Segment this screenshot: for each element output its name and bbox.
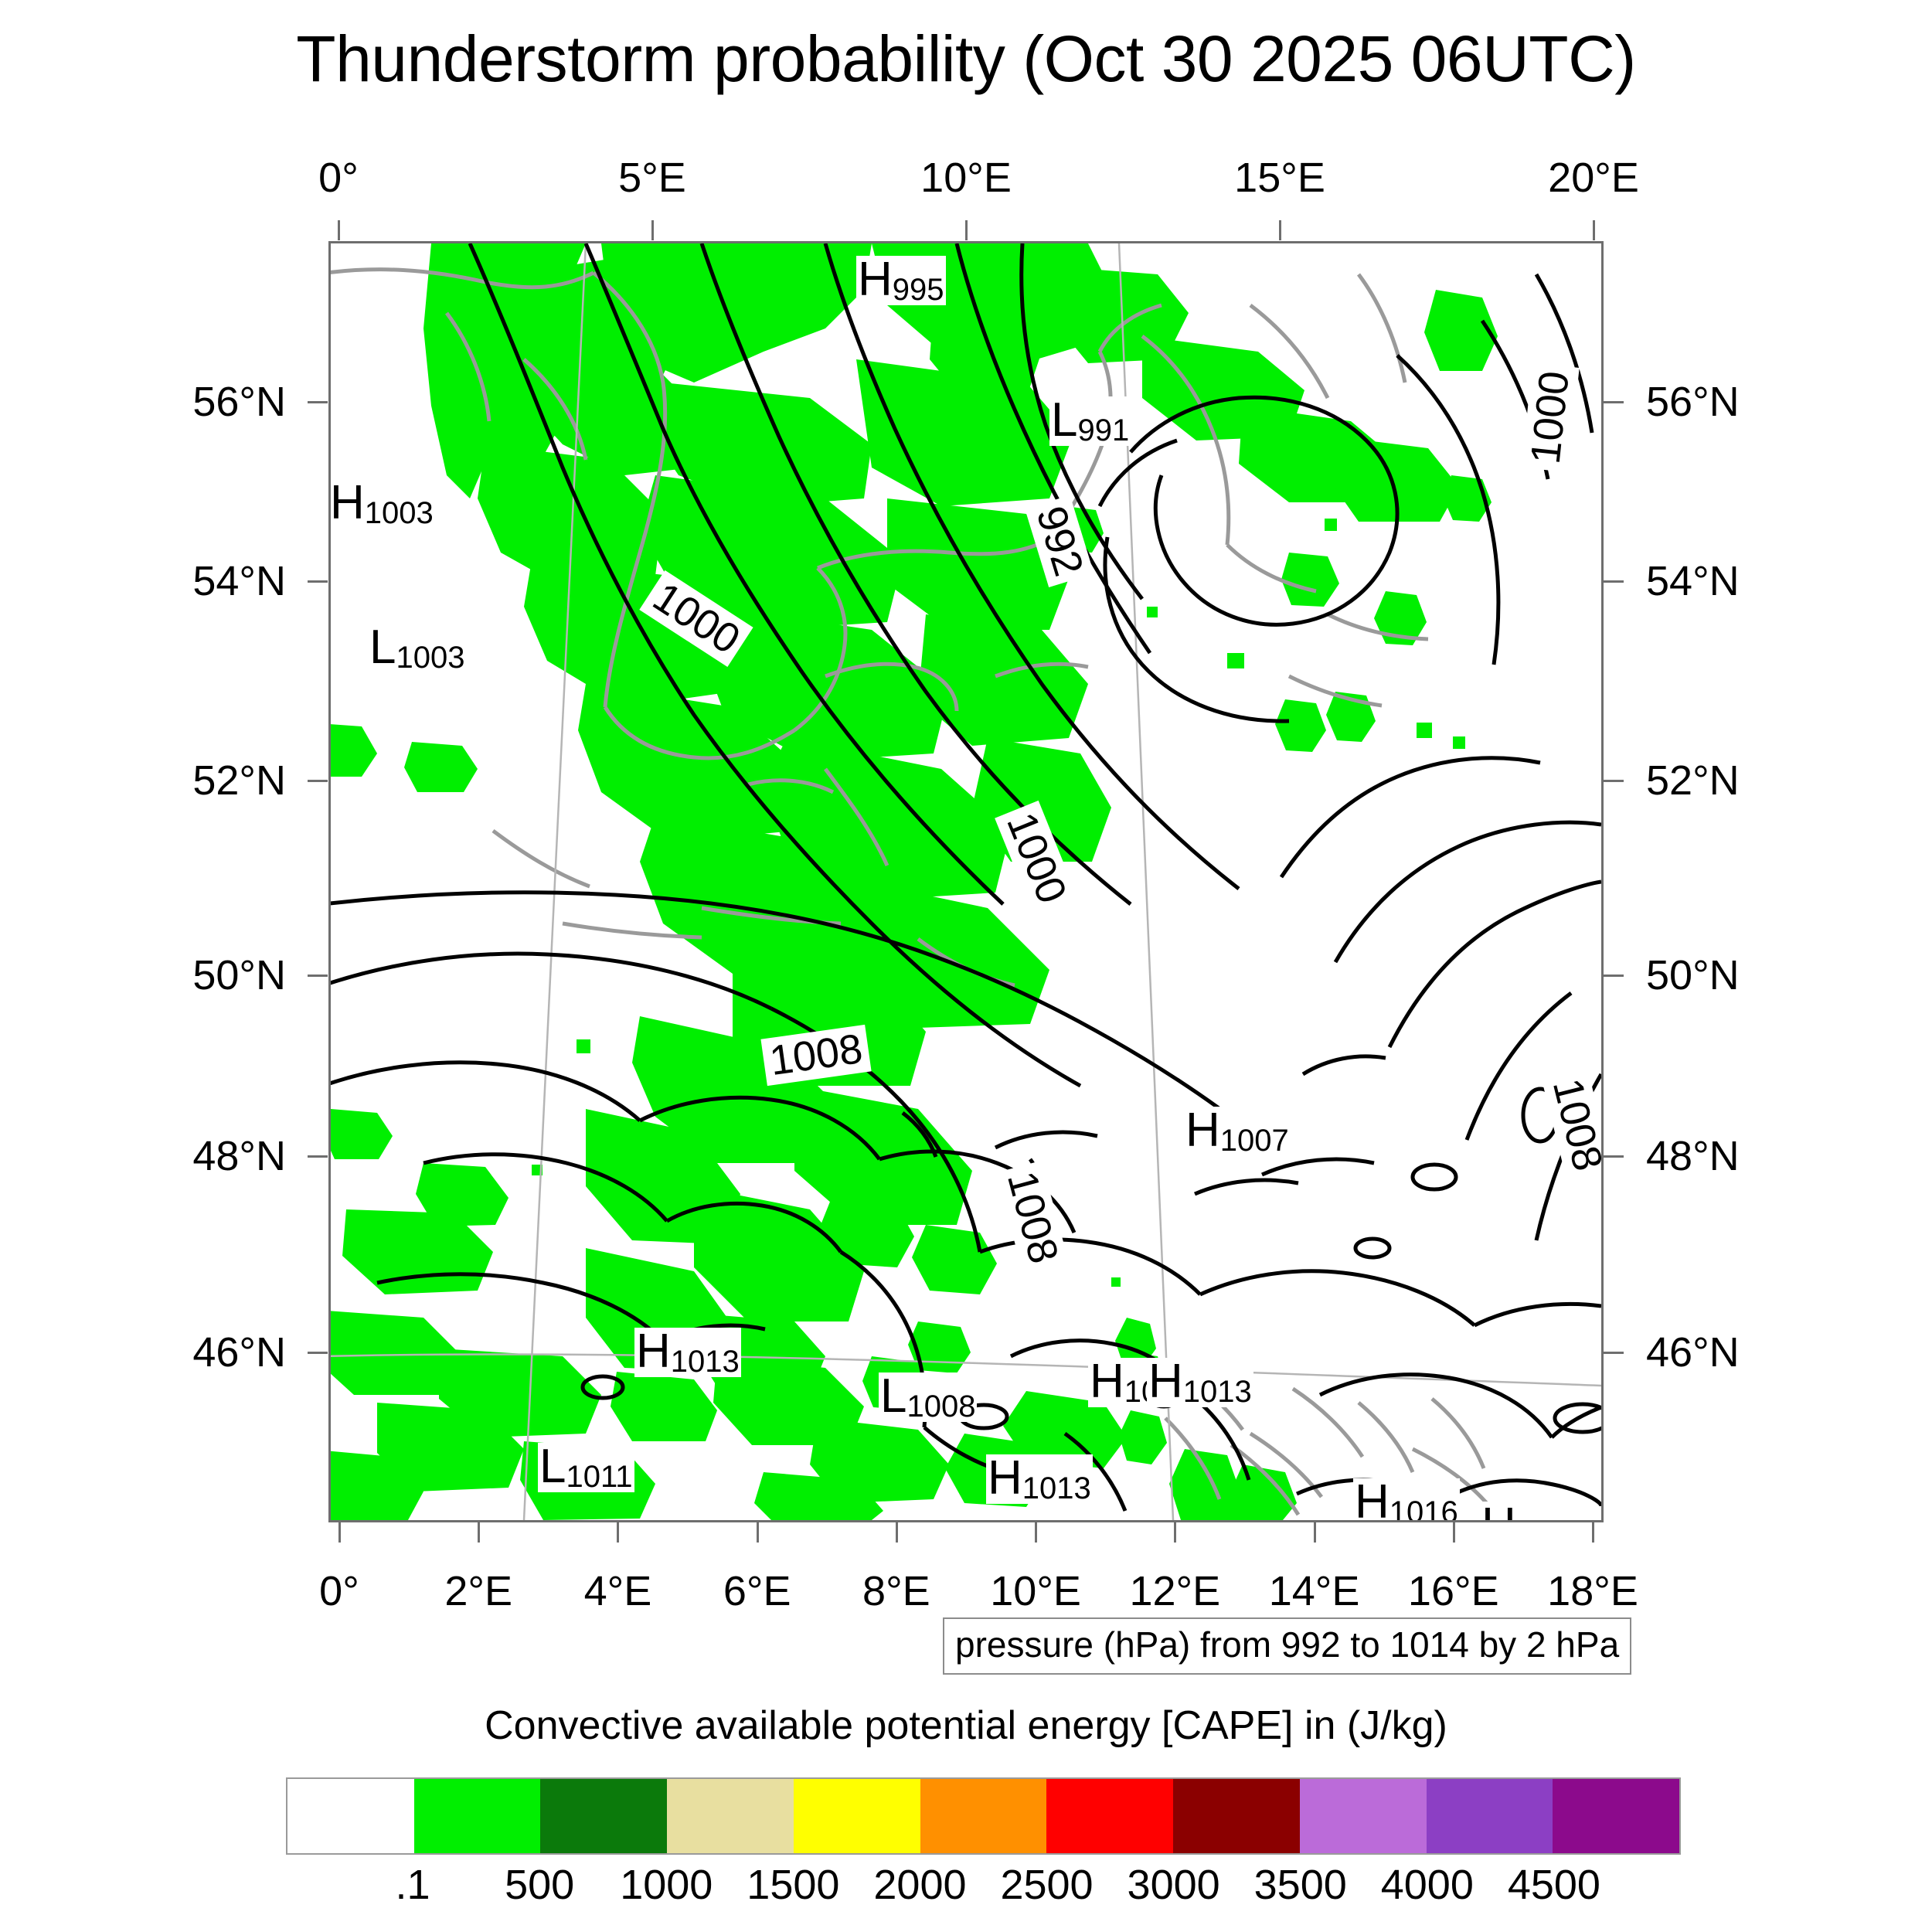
colorbar-cell[interactable] (287, 1779, 414, 1853)
axis-label-bottom: 12°E (1129, 1568, 1221, 1614)
axis-tick-left (308, 580, 328, 583)
axis-label-bottom: 0° (319, 1568, 359, 1614)
axis-tick-bottom (1174, 1522, 1177, 1543)
colorbar-tick-label: 500 (505, 1862, 575, 1908)
axis-tick-right (1604, 580, 1624, 583)
axis-tick-top (1593, 220, 1595, 240)
pressure-center-label: H1013 (986, 1451, 1093, 1505)
colorbar-cell[interactable] (920, 1779, 1047, 1853)
axis-label-left: 52°N (192, 757, 286, 804)
axis-tick-left (308, 1352, 328, 1354)
colorbar-tick-label: .1 (395, 1862, 430, 1908)
axis-label-bottom: 16°E (1407, 1568, 1499, 1614)
axis-label-right: 48°N (1646, 1133, 1740, 1179)
colorbar-caption: Convective available potential energy [C… (485, 1703, 1447, 1748)
cape-shading (331, 243, 1498, 1520)
axis-tick-right (1604, 401, 1624, 403)
page-title: Thunderstorm probability (Oct 30 2025 06… (296, 22, 1636, 95)
colorbar-cell[interactable] (413, 1779, 541, 1853)
pressure-center-label: H1003 (331, 479, 435, 529)
colorbar-cell[interactable] (1173, 1779, 1300, 1853)
axis-label-bottom: 14°E (1268, 1568, 1360, 1614)
axis-label-left: 46°N (192, 1329, 286, 1376)
pressure-legend-box: pressure (hPa) from 992 to 1014 by 2 hPa (943, 1617, 1632, 1675)
axis-label-right: 54°N (1646, 558, 1740, 604)
axis-tick-bottom (1035, 1522, 1038, 1543)
axis-tick-left (308, 1155, 328, 1158)
axis-label-bottom: 6°E (723, 1568, 791, 1614)
axis-label-right: 50°N (1646, 952, 1740, 998)
colorbar-cell[interactable] (1299, 1779, 1427, 1853)
axis-tick-top (1279, 220, 1281, 240)
axis-label-left: 56°N (192, 379, 286, 425)
axis-tick-left (308, 780, 328, 782)
axis-tick-top (965, 220, 968, 240)
axis-label-bottom: 4°E (583, 1568, 652, 1614)
colorbar-cell[interactable] (793, 1779, 920, 1853)
axis-tick-left (308, 975, 328, 977)
pressure-center-label: L1003 (368, 621, 467, 675)
pressure-center-label: L1008 (879, 1369, 978, 1423)
axis-label-top: 20°E (1548, 155, 1639, 201)
axis-label-left: 48°N (192, 1133, 286, 1179)
colorbar-cell[interactable] (1553, 1779, 1680, 1853)
axis-tick-right (1604, 1352, 1624, 1354)
axis-tick-bottom (617, 1522, 620, 1543)
axis-label-left: 54°N (192, 558, 286, 604)
colorbar-tick-labels: .1 500 1000 1500 2000 2500 3000 3500 4000 4500 (286, 1861, 1681, 1923)
graticule (331, 243, 1601, 1520)
axis-tick-right (1604, 975, 1624, 977)
colorbar[interactable] (286, 1777, 1681, 1855)
axis-tick-bottom (756, 1522, 759, 1543)
axis-label-left: 50°N (192, 952, 286, 998)
map-graphics (331, 243, 1601, 1520)
axis-tick-left (308, 401, 328, 403)
axis-label-top: 0° (318, 155, 359, 201)
pressure-center-label: H1013 (1147, 1355, 1253, 1409)
colorbar-tick-label: 1000 (620, 1862, 713, 1908)
colorbar-tick-label: 3500 (1253, 1862, 1347, 1908)
map-panel[interactable]: H995 L991 H1003 L1003 H1007 H1013 L1008 … (328, 241, 1604, 1522)
axis-tick-right (1604, 1155, 1624, 1158)
map-canvas: H995 L991 H1003 L1003 H1007 H1013 L1008 … (331, 243, 1601, 1520)
axis-label-right: 56°N (1646, 379, 1740, 425)
axis-tick-top (651, 220, 654, 240)
pressure-center-label: L1011 (538, 1440, 634, 1494)
colorbar-cell[interactable] (1426, 1779, 1553, 1853)
colorbar-tick-label: 2000 (873, 1862, 967, 1908)
axis-label-top: 5°E (618, 155, 686, 201)
pressure-center-label: H1013 (634, 1325, 741, 1379)
axis-tick-bottom (895, 1522, 898, 1543)
colorbar-cell[interactable] (540, 1779, 668, 1853)
axis-tick-bottom (478, 1522, 481, 1543)
axis-tick-bottom (1592, 1522, 1594, 1543)
colorbar-cell[interactable] (667, 1779, 794, 1853)
axis-tick-bottom (338, 1522, 341, 1543)
colorbar-cell[interactable] (1046, 1779, 1174, 1853)
colorbar-tick-label: 1500 (747, 1862, 840, 1908)
pressure-center-label: H995 (856, 253, 946, 307)
pressure-center-label: H1015 (1480, 1502, 1587, 1520)
axis-tick-right (1604, 780, 1624, 782)
pressure-center-label: H1016 (1353, 1478, 1460, 1520)
coastlines (331, 267, 1492, 1516)
axis-label-top: 10°E (920, 155, 1012, 201)
colorbar-tick-label: 3000 (1127, 1862, 1220, 1908)
axis-tick-top (338, 220, 340, 240)
axis-label-bottom: 8°E (862, 1568, 930, 1614)
axis-label-right: 52°N (1646, 757, 1740, 804)
axis-tick-bottom (1452, 1522, 1455, 1543)
pressure-center-label: H1007 (1184, 1104, 1291, 1158)
axis-tick-bottom (1313, 1522, 1316, 1543)
axis-label-bottom: 18°E (1547, 1568, 1638, 1614)
colorbar-tick-label: 4000 (1380, 1862, 1474, 1908)
axis-label-bottom: 2°E (444, 1568, 513, 1614)
axis-label-bottom: 10°E (990, 1568, 1081, 1614)
pressure-center-label: L991 (1049, 393, 1131, 447)
axis-label-top: 15°E (1234, 155, 1325, 201)
axis-label-right: 46°N (1646, 1329, 1740, 1376)
colorbar-tick-label: 2500 (1000, 1862, 1094, 1908)
colorbar-tick-label: 4500 (1507, 1862, 1600, 1908)
